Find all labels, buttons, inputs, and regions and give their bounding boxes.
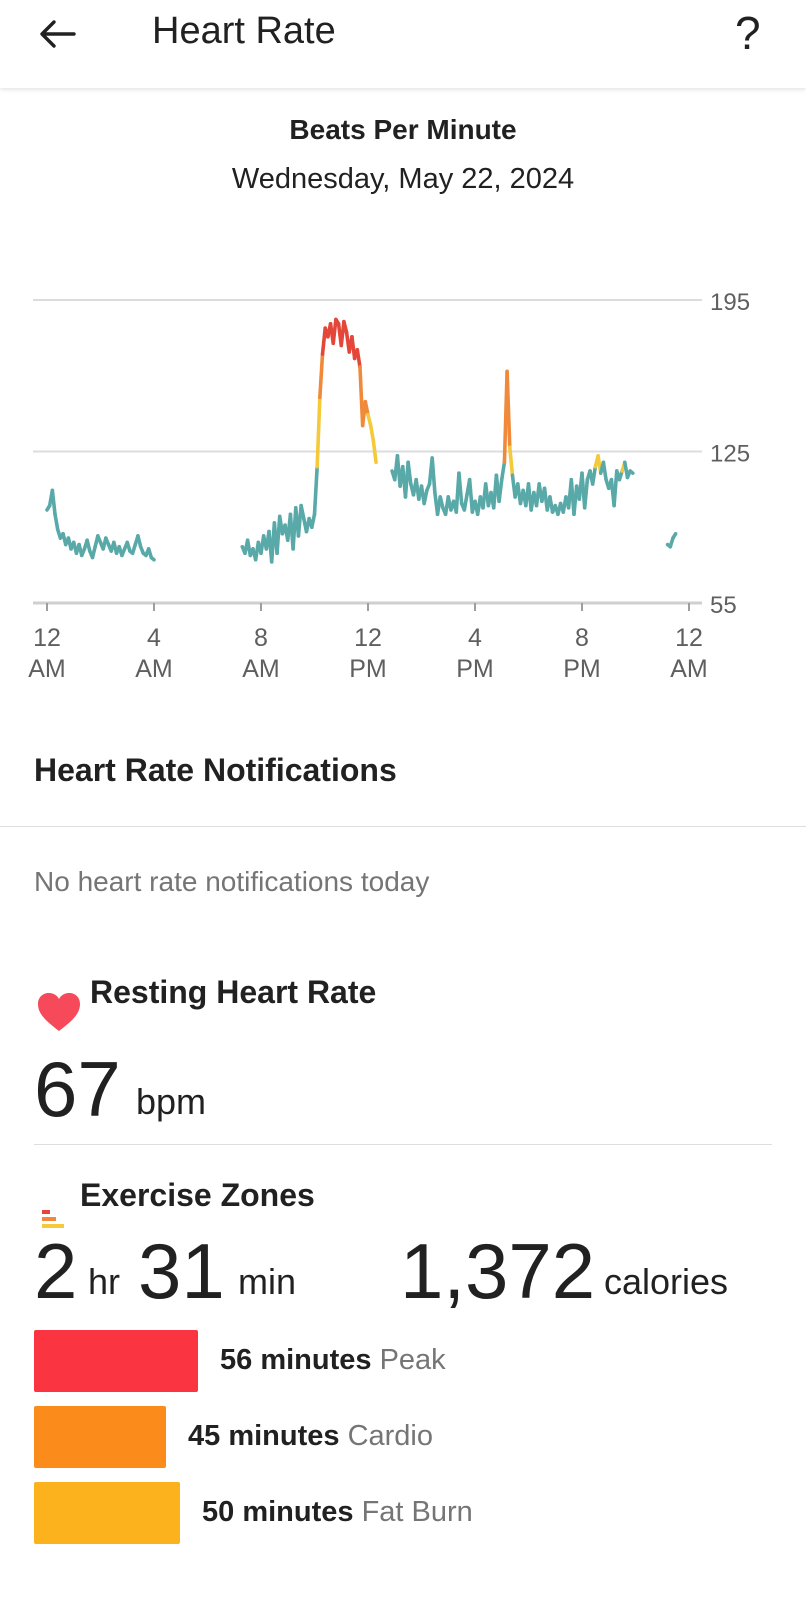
x-tick-label: AM	[670, 655, 708, 683]
heart-rate-segment	[310, 512, 317, 530]
cardio-zone-minutes: 45 minutes	[188, 1420, 340, 1452]
exercise-zones-icon	[42, 1210, 64, 1228]
heart-rate-segment	[312, 464, 319, 517]
heart-rate-segment	[53, 512, 60, 532]
divider	[0, 826, 806, 827]
fat-burn-zone-bar	[34, 1482, 180, 1544]
heart-rate-segment	[499, 460, 507, 482]
heart-icon	[38, 993, 80, 1031]
zones-minutes-unit: min	[238, 1261, 297, 1302]
heart-rate-segment	[315, 395, 322, 469]
arrow-left-icon	[40, 20, 76, 48]
zones-calories-value: 1,372	[400, 1227, 596, 1315]
heart-rate-segment	[331, 317, 338, 346]
x-tick-label: 8	[254, 624, 268, 652]
x-tick-label: 4	[147, 624, 161, 652]
heart-rate-segment	[457, 471, 464, 506]
back-button[interactable]	[34, 10, 82, 58]
heart-rate-segment	[505, 369, 512, 449]
heart-rate-segment	[355, 347, 362, 369]
x-tick-label: 12	[354, 624, 382, 652]
heart-rate-segment	[363, 399, 370, 417]
x-tick-label: PM	[456, 655, 494, 683]
heart-rate-segment	[318, 352, 325, 400]
heart-rate-segment	[366, 412, 373, 428]
app-bar: Heart Rate ?	[0, 0, 806, 88]
heart-rate-segment	[90, 544, 97, 560]
heart-rate-segment	[438, 495, 445, 510]
notifications-title: Heart Rate Notifications	[34, 752, 397, 788]
heart-rate-segment	[406, 460, 413, 486]
y-tick-label: 195	[710, 289, 750, 316]
resting-heart-rate-title: Resting Heart Rate	[90, 974, 377, 1010]
heart-rate-segment	[582, 477, 590, 510]
zones-calories-unit: calories	[604, 1261, 729, 1302]
x-tick-label: 4	[468, 624, 482, 652]
x-tick-label: 8	[575, 624, 589, 652]
heart-rate-segment	[422, 488, 429, 506]
heart-rate-segment	[612, 469, 619, 508]
x-tick-label: AM	[135, 655, 173, 683]
y-tick-label: 125	[710, 441, 750, 468]
chart-date: Wednesday, May 22, 2024	[231, 163, 575, 195]
divider	[34, 1144, 772, 1145]
help-button[interactable]: ?	[735, 7, 761, 59]
peak-zone-name: Peak	[379, 1344, 446, 1376]
heart-rate-segment	[368, 423, 376, 443]
heart-rate-segment	[149, 555, 156, 562]
heart-rate-segment	[671, 531, 678, 540]
y-tick-label: 55	[710, 592, 737, 619]
cardio-zone-name: Cardio	[347, 1420, 433, 1452]
heart-rate-segment	[601, 460, 608, 482]
zones-minutes-value: 31	[138, 1227, 225, 1315]
x-tick-label: PM	[349, 655, 387, 683]
x-tick-label: 12	[33, 624, 61, 652]
exercise-zones-title: Exercise Zones	[80, 1177, 315, 1213]
heart-rate-segment	[590, 464, 598, 486]
heart-rate-segment	[299, 503, 306, 521]
page-title: Heart Rate	[152, 10, 336, 52]
heart-rate-segment	[462, 492, 469, 512]
zones-hours-unit: hr	[88, 1261, 121, 1302]
resting-heart-rate-value: 67	[34, 1045, 121, 1133]
x-tick-label: AM	[242, 655, 280, 683]
heart-rate-segment	[342, 319, 349, 335]
cardio-zone-label: 45 minutes Cardio	[188, 1420, 433, 1453]
fat-burn-zone-minutes: 50 minutes	[202, 1496, 354, 1528]
heart-rate-segment	[50, 488, 57, 517]
heart-rate-segment	[507, 445, 515, 478]
peak-zone-minutes: 56 minutes	[220, 1344, 372, 1376]
heart-rate-segment	[371, 438, 378, 465]
x-tick-label: 12	[675, 624, 703, 652]
notifications-empty-text: No heart rate notifications today	[34, 866, 430, 897]
x-tick-label: AM	[28, 655, 66, 683]
heart-rate-segment	[430, 456, 437, 495]
zones-hours-value: 2	[34, 1227, 78, 1315]
x-tick-label: PM	[563, 655, 601, 683]
peak-zone-bar	[34, 1330, 198, 1392]
resting-heart-rate-unit: bpm	[136, 1081, 207, 1122]
heart-rate-segment	[136, 534, 143, 549]
peak-zone-label: 56 minutes Peak	[220, 1344, 446, 1377]
heart-rate-segment	[497, 477, 504, 504]
heart-rate-segment	[628, 469, 635, 475]
heart-rate-segment	[85, 538, 92, 553]
heart-rate-chart[interactable]: 195 125 55 12 AM 4 AM 8 AM 12 PM 4 PM 8 PM 12 AM	[0, 270, 806, 710]
cardio-zone-bar	[34, 1406, 166, 1468]
chart-title: Beats Per Minute	[289, 114, 517, 145]
fat-burn-zone-label: 50 minutes Fat Burn	[202, 1496, 473, 1529]
fat-burn-zone-name: Fat Burn	[361, 1496, 473, 1528]
